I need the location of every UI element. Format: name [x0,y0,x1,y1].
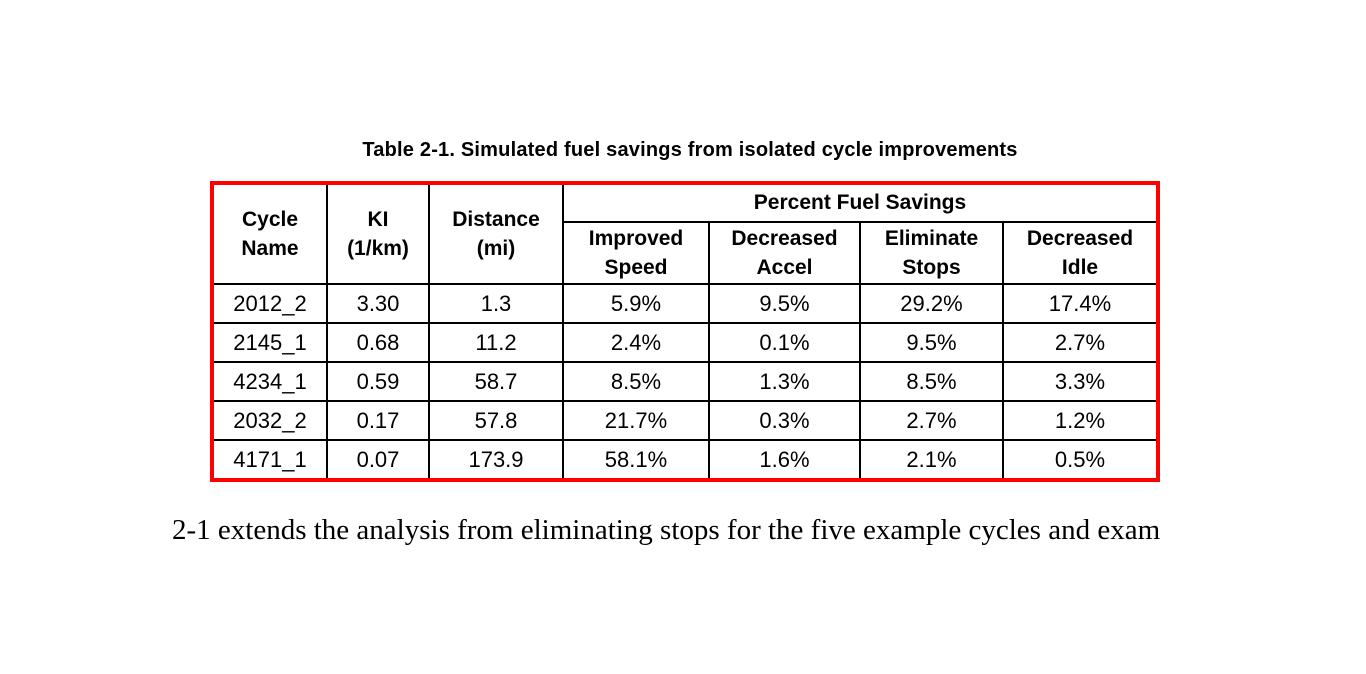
fuel-savings-table: Cycle Name KI (1/km) Distance (mi) Perce… [210,181,1160,482]
table-cell: 0.5% [1002,439,1159,481]
table-cell: 17.4% [1002,283,1159,324]
table-row: 4171_1 0.07 173.9 58.1% 1.6% 2.1% 0.5% [211,439,1159,481]
table-cell: 1.3 [428,283,564,324]
table-title: Table 2-1. Simulated fuel savings from i… [362,139,1018,161]
table-cell: 58.7 [428,361,564,402]
table-cell: 11.2 [428,322,564,363]
col-header-distance: Distance (mi) [428,182,564,285]
table-cell: 0.17 [326,400,430,441]
table-cell: 9.5% [859,322,1004,363]
table-cell: 1.6% [708,439,861,481]
table-cell: 2.7% [1002,322,1159,363]
col-header-ki: KI (1/km) [326,182,430,285]
table-cell: 3.3% [1002,361,1159,402]
group-header-percent-fuel-savings: Percent Fuel Savings [562,182,1159,223]
table-cell: 2032_2 [211,400,328,441]
table-cell: 0.3% [708,400,861,441]
table-body: 2012_2 3.30 1.3 5.9% 9.5% 29.2% 17.4% 2145_1 0.6… [211,283,1159,481]
table-cell: 5.9% [562,283,710,324]
col-header-decreased-idle: Decreased Idle [1002,221,1159,285]
col-header-improved-speed: Improved Speed [562,221,710,285]
table-cell: 173.9 [428,439,564,481]
table-cell: 9.5% [708,283,861,324]
table-cell: 2145_1 [211,322,328,363]
table-header: Cycle Name KI (1/km) Distance (mi) Perce… [211,182,1159,285]
table-cell: 8.5% [859,361,1004,402]
sub-header-row: Improved Speed Decreased Accel Eliminate… [212,221,1159,285]
table-cell: 8.5% [562,361,710,402]
table-row: 2032_2 0.17 57.8 21.7% 0.3% 2.7% 1.2% [211,400,1159,441]
table-cell: 21.7% [562,400,710,441]
col-header-eliminate-stops: Eliminate Stops [859,221,1004,285]
table-cell: 4234_1 [211,361,328,402]
table-cell: 1.2% [1002,400,1159,441]
table-cell: 2012_2 [211,283,328,324]
table-cell: 1.3% [708,361,861,402]
col-header-cycle-name: Cycle Name [211,182,328,285]
table-cell: 3.30 [326,283,430,324]
table-cell: 2.1% [859,439,1004,481]
table-cell: 0.1% [708,322,861,363]
table-cell: 4171_1 [211,439,328,481]
table-row: 4234_1 0.59 58.7 8.5% 1.3% 8.5% 3.3% [211,361,1159,402]
table-cell: 0.07 [326,439,430,481]
table-row: 2145_1 0.68 11.2 2.4% 0.1% 9.5% 2.7% [211,322,1159,363]
table-cell: 2.7% [859,400,1004,441]
group-header-row: Cycle Name KI (1/km) Distance (mi) Perce… [211,182,1159,285]
table-cell: 57.8 [428,400,564,441]
table-cell: 58.1% [562,439,710,481]
table-cell: 2.4% [562,322,710,363]
body-text: 2-1 extends the analysis from eliminatin… [172,514,1161,546]
table-cell: 0.59 [326,361,430,402]
table-cell: 29.2% [859,283,1004,324]
table-cell: 0.68 [326,322,430,363]
table-row: 2012_2 3.30 1.3 5.9% 9.5% 29.2% 17.4% [211,283,1159,324]
col-header-decreased-accel: Decreased Accel [708,221,861,285]
